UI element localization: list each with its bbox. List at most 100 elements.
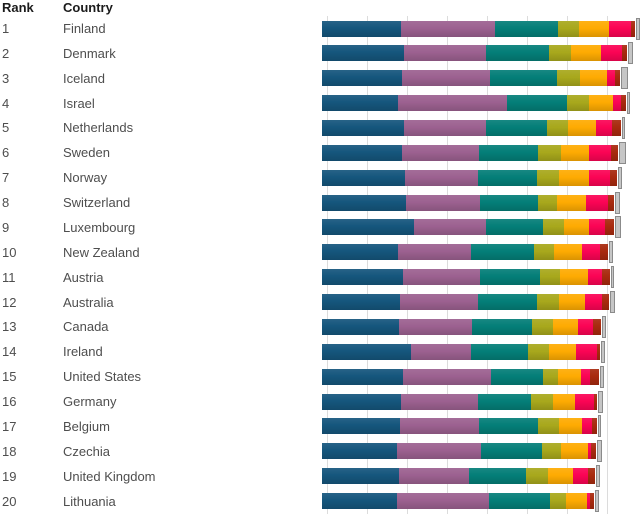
bar-segment-7-maroon[interactable] [597, 343, 600, 360]
bar-segment-4-olive[interactable] [540, 269, 560, 286]
bar-segment-7-maroon[interactable] [602, 269, 610, 286]
bar-segment-6-pink[interactable] [573, 468, 588, 485]
bar-segment-6-pink[interactable] [588, 443, 591, 460]
bar-segment-7-maroon[interactable] [593, 318, 601, 335]
bar-segment-7-maroon[interactable] [594, 393, 597, 410]
bar-segment-3-teal[interactable] [486, 219, 543, 236]
bar-segment-1-dark-blue[interactable] [322, 95, 398, 112]
bar-segment-7-maroon[interactable] [608, 194, 614, 211]
bar-segment-6-pink[interactable] [588, 269, 602, 286]
bar-segment-4-olive[interactable] [557, 70, 580, 87]
bar-segment-2-mauve[interactable] [402, 144, 479, 161]
bar-segment-1-dark-blue[interactable] [322, 493, 397, 510]
bar-segment-5-orange[interactable] [554, 244, 582, 261]
bar-segment-4-olive[interactable] [550, 493, 566, 510]
bar-segment-3-teal[interactable] [481, 443, 542, 460]
bar-segment-5-orange[interactable] [553, 318, 578, 335]
bar-segment-4-olive[interactable] [532, 318, 553, 335]
bar-segment-2-mauve[interactable] [406, 194, 480, 211]
bar-segment-3-teal[interactable] [486, 45, 549, 62]
bar-segment-6-pink[interactable] [582, 244, 600, 261]
bar-segment-4-olive[interactable] [531, 393, 553, 410]
bar-segment-5-orange[interactable] [589, 95, 613, 112]
bar-segment-7-maroon[interactable] [621, 95, 626, 112]
bar-segment-1-dark-blue[interactable] [322, 343, 411, 360]
bar-segment-4-olive[interactable] [538, 418, 559, 435]
bar-segment-5-orange[interactable] [559, 294, 585, 311]
bar-segment-2-mauve[interactable] [399, 318, 472, 335]
bar-segment-1-dark-blue[interactable] [322, 318, 399, 335]
bar-segment-3-teal[interactable] [486, 119, 547, 136]
bar-segment-5-orange[interactable] [566, 493, 587, 510]
bar-segment-3-teal[interactable] [479, 144, 538, 161]
bar-segment-7-maroon[interactable] [605, 219, 614, 236]
bar-segment-5-orange[interactable] [553, 393, 575, 410]
bar-segment-5-orange[interactable] [561, 144, 589, 161]
bar-segment-6-pink[interactable] [609, 20, 631, 37]
bar-segment-4-olive[interactable] [537, 294, 559, 311]
bar-segment-4-olive[interactable] [547, 119, 568, 136]
bar-segment-7-maroon[interactable] [615, 70, 620, 87]
bar-segment-1-dark-blue[interactable] [322, 368, 403, 385]
bar-segment-5-orange[interactable] [548, 468, 573, 485]
bar-segment-1-dark-blue[interactable] [322, 294, 400, 311]
bar-segment-5-orange[interactable] [579, 20, 609, 37]
bar-segment-3-teal[interactable] [472, 318, 532, 335]
bar-segment-5-orange[interactable] [559, 169, 589, 186]
bar-segment-7-maroon[interactable] [592, 418, 597, 435]
bar-segment-2-mauve[interactable] [399, 468, 469, 485]
bar-segment-2-mauve[interactable] [397, 443, 481, 460]
bar-segment-4-olive[interactable] [526, 468, 548, 485]
bar-segment-4-olive[interactable] [567, 95, 589, 112]
bar-segment-6-pink[interactable] [613, 95, 621, 112]
bar-segment-3-teal[interactable] [471, 244, 534, 261]
bar-segment-1-dark-blue[interactable] [322, 244, 398, 261]
bar-segment-7-maroon[interactable] [591, 443, 596, 460]
bar-segment-6-pink[interactable] [581, 368, 590, 385]
bar-segment-5-orange[interactable] [557, 194, 586, 211]
bar-segment-3-teal[interactable] [479, 418, 538, 435]
bar-segment-1-dark-blue[interactable] [322, 194, 406, 211]
bar-segment-2-mauve[interactable] [404, 45, 486, 62]
bar-segment-4-olive[interactable] [538, 194, 557, 211]
bar-segment-3-teal[interactable] [495, 20, 558, 37]
bar-segment-3-teal[interactable] [507, 95, 567, 112]
bar-segment-2-mauve[interactable] [403, 269, 480, 286]
bar-segment-6-pink[interactable] [596, 119, 612, 136]
bar-segment-3-teal[interactable] [491, 368, 543, 385]
bar-segment-2-mauve[interactable] [398, 95, 507, 112]
bar-segment-4-olive[interactable] [537, 169, 559, 186]
bar-segment-2-mauve[interactable] [400, 418, 479, 435]
bar-segment-7-maroon[interactable] [611, 144, 618, 161]
bar-segment-5-orange[interactable] [571, 45, 601, 62]
bar-segment-3-teal[interactable] [478, 393, 531, 410]
bar-segment-7-maroon[interactable] [590, 368, 599, 385]
bar-segment-3-teal[interactable] [469, 468, 526, 485]
bar-segment-7-maroon[interactable] [612, 119, 621, 136]
bar-segment-1-dark-blue[interactable] [322, 468, 399, 485]
bar-segment-3-teal[interactable] [471, 343, 528, 360]
bar-segment-6-pink[interactable] [582, 418, 592, 435]
bar-segment-6-pink[interactable] [607, 70, 615, 87]
bar-segment-4-olive[interactable] [543, 219, 564, 236]
bar-segment-7-maroon[interactable] [622, 45, 627, 62]
bar-segment-1-dark-blue[interactable] [322, 70, 402, 87]
bar-segment-6-pink[interactable] [589, 144, 611, 161]
bar-segment-3-teal[interactable] [489, 493, 550, 510]
bar-segment-1-dark-blue[interactable] [322, 169, 405, 186]
bar-segment-1-dark-blue[interactable] [322, 418, 400, 435]
bar-segment-7-maroon[interactable] [631, 20, 635, 37]
bar-segment-5-orange[interactable] [558, 368, 581, 385]
bar-segment-2-mauve[interactable] [401, 20, 495, 37]
bar-segment-5-orange[interactable] [549, 343, 576, 360]
bar-segment-7-maroon[interactable] [602, 294, 609, 311]
bar-segment-5-orange[interactable] [564, 219, 589, 236]
bar-segment-4-olive[interactable] [543, 368, 558, 385]
bar-segment-2-mauve[interactable] [404, 119, 486, 136]
bar-segment-5-orange[interactable] [560, 269, 588, 286]
bar-segment-5-orange[interactable] [561, 443, 588, 460]
bar-segment-2-mauve[interactable] [403, 368, 491, 385]
bar-segment-4-olive[interactable] [549, 45, 571, 62]
bar-segment-3-teal[interactable] [490, 70, 557, 87]
bar-segment-6-pink[interactable] [601, 45, 622, 62]
